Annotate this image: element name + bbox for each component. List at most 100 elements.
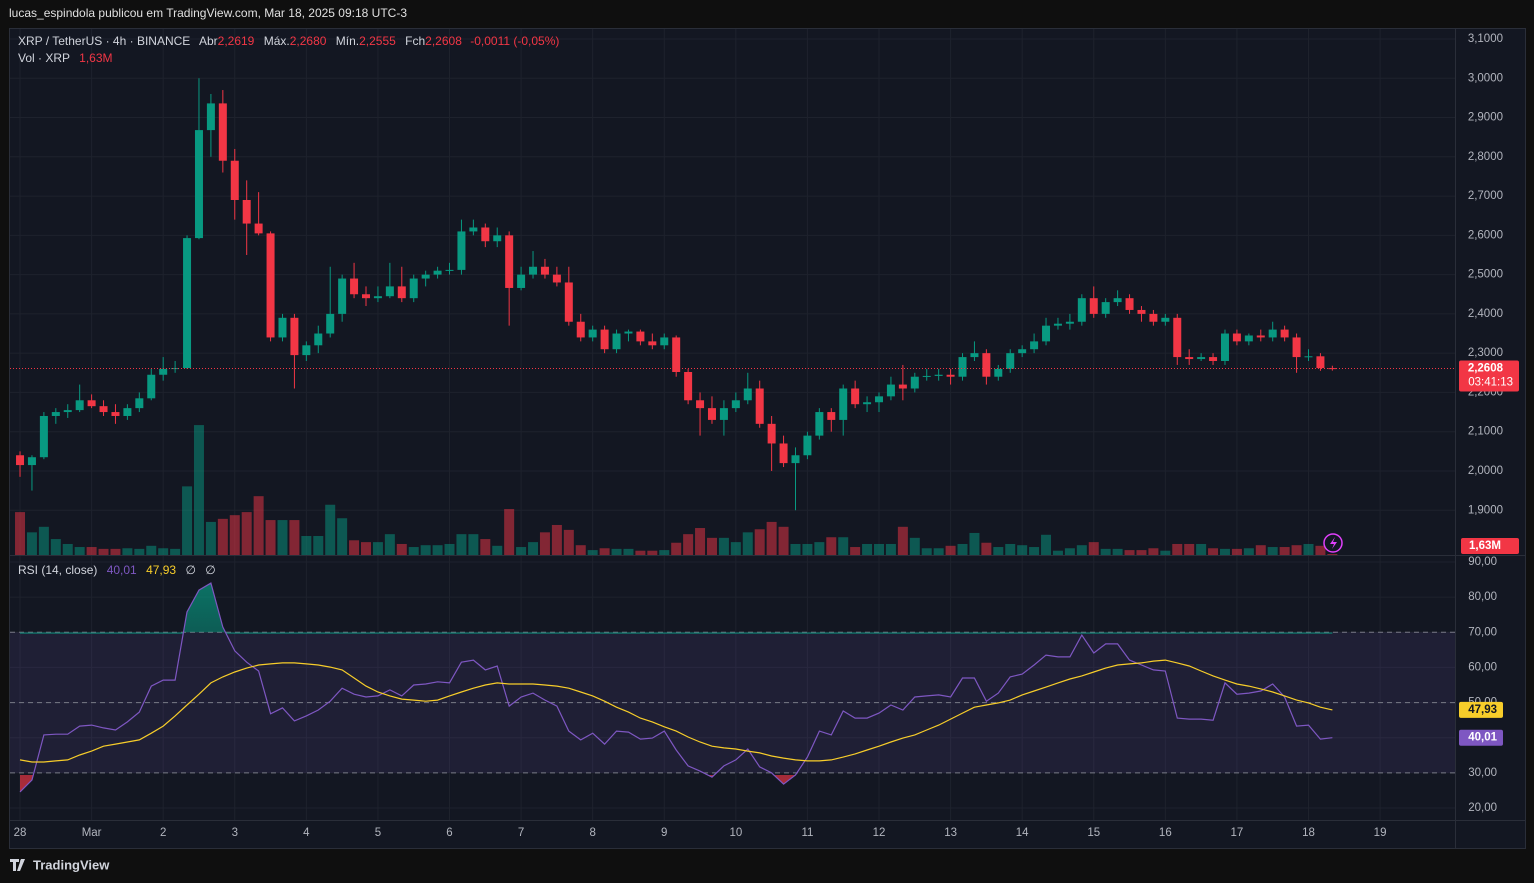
volume-bar: [850, 547, 861, 555]
candle-body: [922, 375, 931, 377]
y-tick-label: 90,00: [1468, 556, 1497, 568]
candle-body: [863, 402, 872, 405]
x-tick-label: 11: [801, 827, 813, 839]
alert-icon[interactable]: [1323, 533, 1343, 553]
candle-body: [719, 408, 728, 420]
volume-label-box: [1461, 538, 1519, 554]
volume-bar: [1208, 548, 1219, 555]
volume-bar: [361, 542, 372, 555]
x-tick-label: 7: [518, 827, 524, 839]
volume-bar: [897, 526, 908, 555]
brand-logo-dot: [20, 859, 24, 863]
price-legend: XRP / TetherUS · 4h · BINANCE Abr2,2619 …: [18, 34, 559, 48]
volume-bar: [635, 550, 646, 555]
volume-bar: [26, 532, 37, 555]
volume-bar: [62, 543, 73, 555]
candle-body: [1280, 329, 1289, 338]
volume-bar: [1088, 542, 1099, 555]
volume-bar: [15, 512, 26, 555]
candle-body: [1256, 335, 1265, 338]
volume-bar: [1136, 550, 1147, 555]
y-tick-label: 2,7000: [1468, 190, 1503, 202]
volume-bar: [86, 547, 97, 555]
ohlc-name: Mín.: [336, 34, 359, 48]
volume-bar: [408, 547, 419, 555]
candle-body: [1197, 357, 1206, 360]
y-tick-label: 2,4000: [1468, 308, 1503, 320]
volume-bar: [551, 524, 562, 555]
candle-body: [409, 278, 418, 299]
volume-bar: [1315, 545, 1326, 555]
x-tick-label: 3: [232, 827, 238, 839]
volume-bar: [766, 521, 777, 555]
volume-bar: [372, 542, 383, 555]
volume-axis-label: 1,63M: [1469, 540, 1501, 552]
volume-bar: [623, 548, 634, 555]
candle-body: [1220, 333, 1229, 362]
candle-body: [1304, 356, 1313, 358]
candle-body: [1089, 298, 1098, 314]
volume-bar: [313, 536, 324, 555]
x-tick-label: 8: [589, 827, 595, 839]
candle-body: [588, 329, 597, 338]
volume-bar: [599, 548, 610, 555]
candle-body: [1149, 313, 1158, 322]
candle-body: [839, 388, 848, 420]
candle-body: [159, 368, 168, 375]
candle-body: [445, 269, 454, 271]
rsi-pane: [10, 582, 1455, 793]
x-tick-label: Mar: [82, 827, 102, 839]
y-tick-label: 1,9000: [1468, 504, 1503, 516]
candle-body: [123, 408, 132, 416]
x-tick-label: 6: [446, 827, 452, 839]
candle-body: [63, 410, 72, 413]
volume-legend: Vol · XRP 1,63M: [18, 51, 113, 65]
rsi-extra: ∅: [205, 563, 215, 577]
candle-body: [39, 415, 48, 458]
volume-bar: [671, 542, 682, 555]
candle-body: [350, 278, 359, 295]
x-tick-label: 19: [1374, 827, 1387, 839]
volume-title: Vol · XRP: [18, 51, 70, 65]
candle-body: [803, 435, 812, 456]
volume-bar: [170, 548, 181, 555]
candle-body: [755, 388, 764, 424]
volume-bar: [885, 543, 896, 555]
volume-bar: [957, 543, 968, 555]
candle-body: [1113, 298, 1122, 303]
volume-bar: [420, 545, 431, 555]
y-tick-label: 2,0000: [1468, 465, 1503, 477]
candle-body: [648, 341, 657, 346]
rsi-title: RSI (14, close): [18, 563, 97, 577]
candle-body: [851, 388, 860, 405]
last-price-label: 2,2608: [1468, 363, 1504, 375]
volume-bar: [1160, 550, 1171, 555]
candle-body: [433, 270, 442, 275]
volume-bar: [683, 534, 694, 555]
volume-bar: [647, 550, 658, 555]
candle-body: [385, 286, 394, 297]
volume-bar: [1303, 543, 1314, 555]
candle-body: [707, 408, 716, 420]
volume-bar: [134, 548, 145, 555]
y-tick-label: 80,00: [1468, 591, 1497, 603]
candle-body: [564, 282, 573, 322]
volume-bar: [1017, 545, 1028, 555]
volume-bar: [50, 539, 61, 555]
volume-bar: [993, 547, 1004, 555]
volume-bar: [695, 528, 706, 555]
x-tick-label: 28: [14, 827, 27, 839]
candle-body: [481, 227, 490, 242]
ohlc-name: Abr: [199, 34, 218, 48]
volume-bar: [587, 550, 598, 555]
candle-body: [457, 231, 466, 270]
volume-bar: [945, 545, 956, 555]
candle-body: [898, 384, 907, 389]
volume-bar: [1267, 547, 1278, 555]
volume-bar: [444, 543, 455, 555]
volume-bar: [468, 534, 479, 555]
volume-bar: [838, 537, 849, 555]
volume-bar: [432, 545, 443, 555]
x-tick-label: 17: [1231, 827, 1244, 839]
x-tick-label: 15: [1087, 827, 1100, 839]
